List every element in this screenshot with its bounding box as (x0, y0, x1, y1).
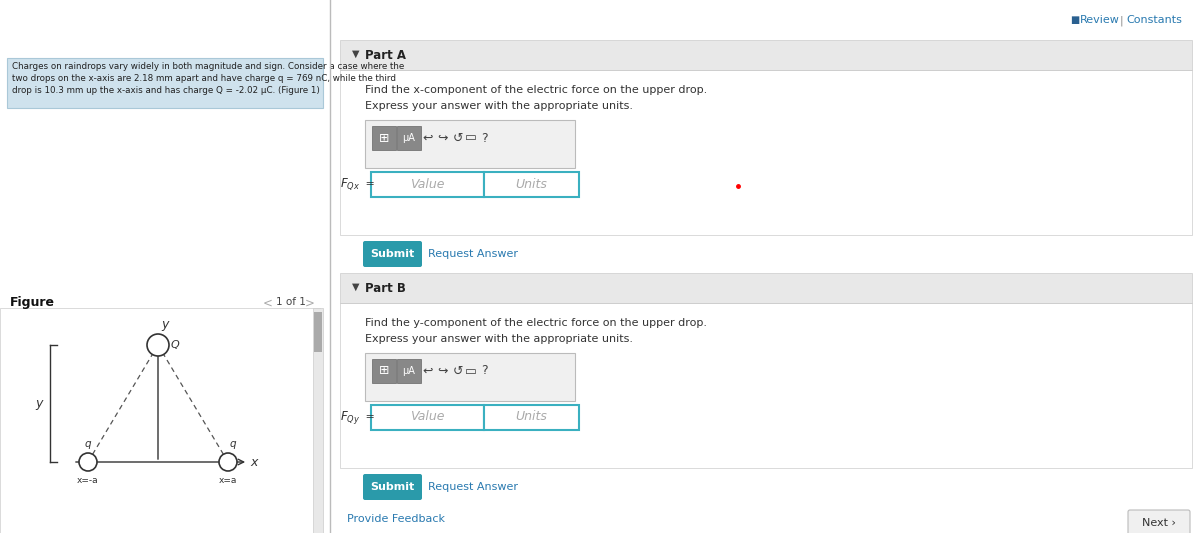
Text: ⊞: ⊞ (379, 132, 389, 144)
Text: =: = (362, 412, 374, 422)
Circle shape (79, 453, 97, 471)
Text: $F_{Qy}$: $F_{Qy}$ (340, 408, 360, 425)
FancyBboxPatch shape (340, 273, 1192, 303)
Text: Next ›: Next › (1142, 518, 1176, 528)
Text: x: x (250, 456, 257, 469)
Text: ■: ■ (1070, 15, 1079, 25)
Text: ↺: ↺ (452, 132, 463, 144)
Text: Request Answer: Request Answer (428, 249, 518, 259)
Text: Submit: Submit (370, 482, 414, 492)
Text: Part A: Part A (365, 49, 406, 62)
FancyBboxPatch shape (340, 40, 1192, 70)
Text: y: y (36, 397, 43, 410)
Text: >: > (305, 297, 314, 310)
FancyBboxPatch shape (331, 0, 1200, 533)
Text: Value: Value (409, 177, 444, 190)
Text: ↩: ↩ (422, 132, 433, 144)
Text: ↩: ↩ (422, 365, 433, 377)
Text: drop is 10.3 mm up the x-axis and has charge Q = -2.02 μC. (Figure 1): drop is 10.3 mm up the x-axis and has ch… (12, 86, 320, 95)
FancyBboxPatch shape (397, 126, 421, 150)
Text: =: = (362, 179, 374, 189)
Text: $F_{Qx}$: $F_{Qx}$ (340, 176, 360, 192)
FancyBboxPatch shape (365, 353, 575, 401)
Text: ▭: ▭ (466, 132, 476, 144)
Text: q: q (230, 439, 236, 449)
Text: Provide Feedback: Provide Feedback (347, 514, 445, 524)
FancyBboxPatch shape (371, 172, 484, 197)
FancyBboxPatch shape (313, 308, 323, 533)
Text: ▼: ▼ (352, 49, 360, 59)
FancyBboxPatch shape (484, 172, 580, 197)
Text: Submit: Submit (370, 249, 414, 259)
FancyBboxPatch shape (7, 58, 323, 108)
Text: Constants: Constants (1126, 15, 1182, 25)
Text: Find the x-component of the electric force on the upper drop.: Find the x-component of the electric for… (365, 85, 707, 95)
FancyBboxPatch shape (340, 303, 1192, 468)
Text: ?: ? (481, 365, 487, 377)
Text: Value: Value (409, 410, 444, 424)
Text: ⊞: ⊞ (379, 365, 389, 377)
Circle shape (148, 334, 169, 356)
Text: x=a: x=a (218, 476, 238, 485)
Text: Charges on raindrops vary widely in both magnitude and sign. Consider a case whe: Charges on raindrops vary widely in both… (12, 62, 404, 71)
Text: two drops on the x-axis are 2.18 mm apart and have charge q = 769 nC, while the : two drops on the x-axis are 2.18 mm apar… (12, 74, 396, 83)
Text: μA: μA (402, 366, 415, 376)
FancyBboxPatch shape (0, 0, 330, 533)
Text: |: | (1120, 15, 1123, 26)
FancyBboxPatch shape (1128, 510, 1190, 533)
Text: Units: Units (515, 410, 547, 424)
Text: ↪: ↪ (438, 365, 449, 377)
Text: Review: Review (1080, 15, 1120, 25)
FancyBboxPatch shape (372, 126, 396, 150)
Text: ▼: ▼ (352, 282, 360, 292)
Text: ?: ? (481, 132, 487, 144)
Text: Part B: Part B (365, 282, 406, 295)
Text: μA: μA (402, 133, 415, 143)
FancyBboxPatch shape (0, 308, 320, 533)
FancyBboxPatch shape (371, 405, 484, 430)
FancyBboxPatch shape (365, 120, 575, 168)
FancyBboxPatch shape (397, 359, 421, 383)
Text: Express your answer with the appropriate units.: Express your answer with the appropriate… (365, 334, 634, 344)
Text: ↪: ↪ (438, 132, 449, 144)
Text: y: y (161, 318, 168, 331)
Text: Figure: Figure (10, 296, 55, 309)
Text: Q: Q (172, 340, 180, 350)
Text: x=-a: x=-a (77, 476, 98, 485)
Text: 1 of 1: 1 of 1 (276, 297, 306, 307)
Circle shape (220, 453, 238, 471)
FancyBboxPatch shape (364, 241, 422, 267)
Text: Express your answer with the appropriate units.: Express your answer with the appropriate… (365, 101, 634, 111)
Text: ▭: ▭ (466, 365, 476, 377)
Text: Find the y-component of the electric force on the upper drop.: Find the y-component of the electric for… (365, 318, 707, 328)
Text: <: < (263, 297, 272, 310)
Text: q: q (85, 439, 91, 449)
Text: ↺: ↺ (452, 365, 463, 377)
FancyBboxPatch shape (364, 474, 422, 500)
FancyBboxPatch shape (340, 70, 1192, 235)
FancyBboxPatch shape (372, 359, 396, 383)
FancyBboxPatch shape (314, 312, 322, 352)
FancyBboxPatch shape (484, 405, 580, 430)
Text: Units: Units (515, 177, 547, 190)
Text: Request Answer: Request Answer (428, 482, 518, 492)
